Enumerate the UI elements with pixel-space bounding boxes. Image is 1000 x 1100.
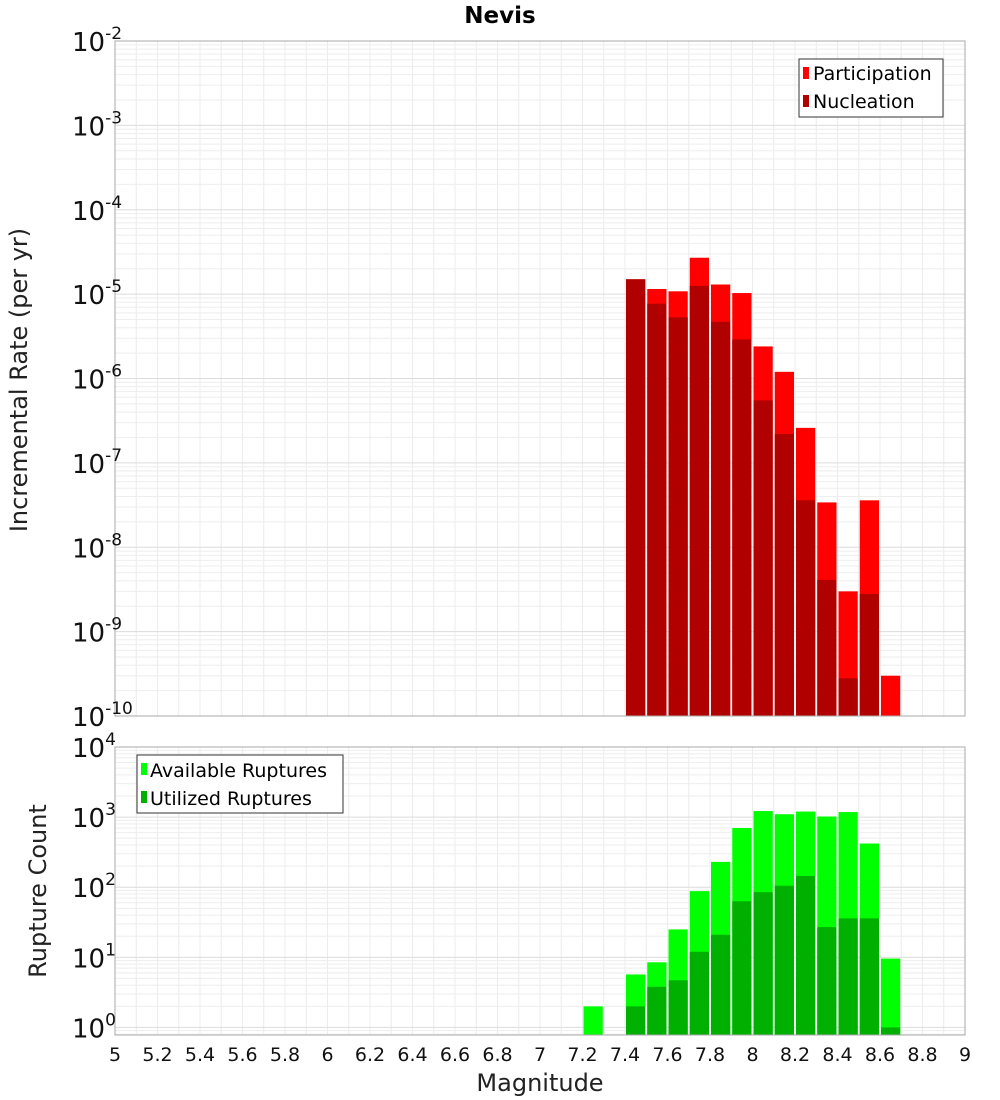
x-axis-label: Magnitude — [476, 1069, 603, 1097]
utilized-ruptures-legend-swatch — [141, 791, 147, 803]
bottom-plot-frame — [114, 746, 966, 1036]
top-y-tick-label: 10-3 — [72, 108, 122, 142]
utilized-ruptures-bar — [647, 986, 667, 1035]
x-tick-label: 7.4 — [610, 1044, 640, 1066]
top-plot-frame — [114, 40, 966, 717]
participation-legend-swatch — [803, 67, 809, 79]
bottom-panel-count-chart: 100 101 102 103 104 5 5.2 5.4 5.6 5.8 6 6.2 6.4 6.6 6… — [24, 730, 971, 1097]
bottom-y-tick-label: 103 — [72, 800, 116, 834]
top-y-tick-label: 10-8 — [72, 530, 122, 564]
bottom-y-tick-label: 100 — [72, 1010, 116, 1044]
x-tick-label: 7 — [534, 1044, 546, 1066]
x-tick-label: 5.4 — [185, 1044, 215, 1066]
chart-title: Nevis — [464, 3, 535, 29]
x-tick-label: 8 — [746, 1044, 758, 1066]
top-legend: Participation Nucleation — [798, 58, 944, 118]
top-y-tick-label: 10-4 — [72, 193, 122, 227]
utilized-ruptures-bar — [753, 892, 773, 1035]
participation-bar — [881, 675, 901, 716]
top-y-tick-label: 10-10 — [72, 699, 133, 733]
bottom-y-tick-label: 104 — [72, 730, 116, 764]
bottom-bars — [583, 811, 901, 1035]
nucleation-bar — [732, 339, 752, 716]
x-tick-label: 7.2 — [567, 1044, 597, 1066]
x-tick-label: 7.6 — [652, 1044, 682, 1066]
top-bars — [626, 257, 901, 716]
utilized-ruptures-legend-label: Utilized Ruptures — [150, 788, 312, 810]
utilized-ruptures-bar — [689, 951, 709, 1035]
bottom-legend-box — [136, 754, 344, 814]
utilized-ruptures-bar — [774, 885, 794, 1035]
x-tick-label: 8.4 — [822, 1044, 852, 1066]
top-panel-rate-chart: 10-10 10-9 10-8 10-7 10-6 10-5 10-4 10-3 10-2 In… — [5, 24, 966, 733]
bottom-legend: Available Ruptures Utilized Ruptures — [136, 754, 344, 814]
available-ruptures-legend-label: Available Ruptures — [150, 760, 327, 782]
x-tick-label: 8.2 — [780, 1044, 810, 1066]
top-y-tick-label: 10-6 — [72, 362, 122, 396]
nucleation-bar — [838, 678, 858, 716]
top-y-tick-label: 10-2 — [72, 24, 122, 58]
utilized-ruptures-bar — [817, 927, 837, 1035]
utilized-ruptures-bar — [626, 1006, 646, 1035]
x-tick-label: 5.2 — [142, 1044, 172, 1066]
x-tick-label: 5 — [109, 1044, 121, 1066]
available-ruptures-legend-swatch — [141, 763, 147, 775]
utilized-ruptures-bar — [732, 901, 752, 1035]
bottom-y-tick-labels: 100 101 102 103 104 — [72, 730, 116, 1044]
x-tick-label: 8.6 — [865, 1044, 895, 1066]
available-ruptures-bar — [881, 958, 901, 1035]
top-y-tick-label: 10-9 — [72, 615, 122, 649]
participation-legend-label: Participation — [813, 63, 932, 85]
x-tick-label: 6.2 — [355, 1044, 385, 1066]
utilized-ruptures-bar — [796, 875, 816, 1035]
nucleation-bar — [626, 279, 646, 716]
nucleation-bar — [817, 579, 837, 716]
x-tick-label: 6.6 — [440, 1044, 470, 1066]
top-y-tick-label: 10-5 — [72, 277, 122, 311]
x-tick-label: 5.6 — [227, 1044, 257, 1066]
top-y-axis-label: Incremental Rate (per yr) — [5, 228, 33, 532]
top-y-tick-labels: 10-10 10-9 10-8 10-7 10-6 10-5 10-4 10-3 10-2 — [72, 24, 133, 733]
bottom-y-tick-label: 102 — [72, 870, 116, 904]
nucleation-legend-swatch — [803, 95, 809, 107]
nucleation-bar — [859, 593, 879, 716]
utilized-ruptures-bar — [838, 918, 858, 1035]
x-tick-label: 7.8 — [695, 1044, 725, 1066]
nucleation-legend-label: Nucleation — [813, 91, 915, 113]
x-tick-label: 6 — [321, 1044, 333, 1066]
utilized-ruptures-bar — [881, 1027, 901, 1035]
bottom-y-tick-label: 101 — [72, 940, 116, 974]
x-tick-label: 5.8 — [270, 1044, 300, 1066]
nucleation-bar — [711, 321, 731, 716]
x-tick-label: 8.8 — [907, 1044, 937, 1066]
x-tick-labels: 5 5.2 5.4 5.6 5.8 6 6.2 6.4 6.6 6.8 7 7.2 7.4 7.6 7.8 8… — [109, 1044, 971, 1066]
nucleation-bar — [689, 285, 709, 716]
nucleation-bar — [647, 303, 667, 716]
utilized-ruptures-bar — [859, 918, 879, 1035]
nucleation-bar — [796, 500, 816, 716]
x-tick-label: 9 — [959, 1044, 971, 1066]
top-legend-box — [798, 58, 944, 118]
nucleation-bar — [668, 317, 688, 716]
nucleation-bar — [774, 433, 794, 716]
nucleation-bar — [753, 400, 773, 716]
utilized-ruptures-bar — [668, 980, 688, 1035]
bottom-y-axis-label: Rupture Count — [24, 804, 52, 978]
available-ruptures-bar — [583, 1006, 603, 1035]
x-tick-label: 6.8 — [482, 1044, 512, 1066]
utilized-ruptures-bar — [711, 934, 731, 1035]
top-y-tick-label: 10-7 — [72, 446, 122, 480]
top-gridlines — [114, 40, 966, 717]
x-tick-label: 6.4 — [397, 1044, 427, 1066]
